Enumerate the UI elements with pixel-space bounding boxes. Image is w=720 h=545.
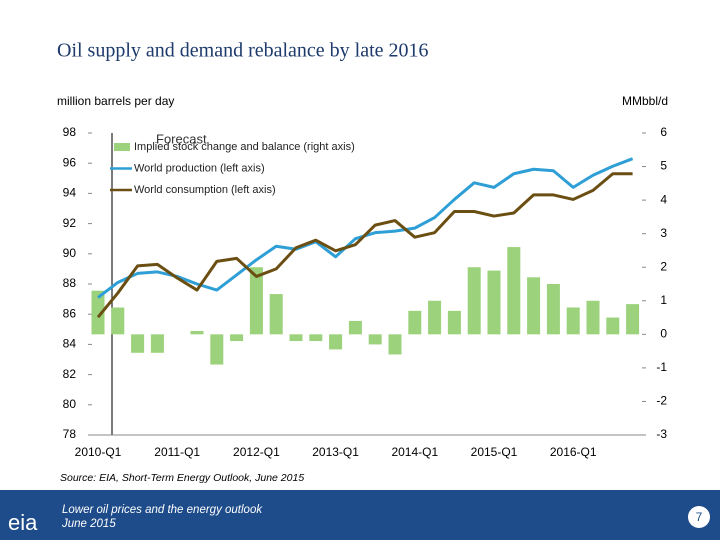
y-tick-label: 86: [63, 306, 77, 320]
bar: [428, 300, 442, 335]
y-tick-label: 88: [63, 276, 77, 290]
y2-tick-label: 2: [660, 259, 667, 273]
bar: [467, 267, 481, 335]
bar: [546, 284, 560, 335]
bar: [91, 290, 105, 335]
x-tick-label: 2010-Q1: [75, 445, 122, 459]
bar: [131, 334, 145, 353]
bar: [269, 294, 283, 335]
page-number: 7: [696, 510, 703, 524]
chart-title: Oil supply and demand rebalance by late …: [57, 40, 429, 62]
legend-swatch: [114, 143, 130, 151]
y2-tick-label: 3: [660, 226, 667, 240]
bar: [249, 267, 263, 335]
footer-subtitle: Lower oil prices and the energy outlook: [62, 504, 263, 516]
x-tick-label: 2014-Q1: [391, 445, 438, 459]
x-tick-label: 2016-Q1: [550, 445, 597, 459]
y-tick-label: 94: [63, 186, 77, 200]
y-tick-label: 80: [63, 397, 77, 411]
y2-axis-label: MMbbl/d: [622, 94, 668, 108]
y2-tick-label: 4: [660, 192, 667, 206]
bar: [566, 307, 580, 335]
page-badge: [688, 506, 710, 528]
bar: [586, 300, 600, 335]
legend-label: World production (left axis): [134, 162, 265, 174]
bar: [447, 310, 461, 335]
y2-tick-label: 5: [660, 159, 667, 173]
footer-date: June 2015: [61, 518, 116, 530]
bar: [388, 334, 402, 355]
bar: [606, 317, 620, 335]
y-tick-label: 96: [63, 155, 77, 169]
y2-tick-label: 1: [660, 293, 667, 307]
bar: [150, 334, 164, 353]
bar: [309, 334, 323, 342]
bar: [230, 334, 244, 342]
x-tick-label: 2013-Q1: [312, 445, 359, 459]
y-tick-label: 84: [63, 337, 77, 351]
bar: [408, 310, 422, 335]
bar: [190, 330, 204, 335]
bar: [348, 320, 362, 335]
y-tick-label: 98: [63, 125, 77, 139]
y2-tick-label: 6: [660, 125, 667, 139]
footer-band: [0, 490, 720, 540]
bar: [626, 304, 640, 335]
bar: [289, 334, 303, 342]
bar: [111, 307, 125, 335]
bar: [487, 270, 501, 335]
bar: [329, 334, 343, 350]
y-tick-label: 78: [63, 427, 77, 441]
y2-tick-label: -3: [656, 427, 667, 441]
y-tick-label: 90: [63, 246, 77, 260]
bar: [527, 277, 541, 335]
source: Source: EIA, Short-Term Energy Outlook, …: [60, 472, 304, 484]
line: [96, 172, 633, 319]
forecast-label: Forecast: [156, 131, 207, 146]
bar: [210, 334, 224, 365]
y-tick-label: 82: [63, 367, 77, 381]
y2-tick-label: 0: [660, 327, 667, 341]
logo: eia: [8, 510, 38, 535]
y-axis-label: million barrels per day: [57, 94, 174, 108]
y2-tick-label: -2: [656, 394, 667, 408]
x-tick-label: 2012-Q1: [233, 445, 280, 459]
line: [97, 157, 634, 299]
x-tick-label: 2015-Q1: [471, 445, 518, 459]
bar: [507, 247, 521, 335]
y2-tick-label: -1: [656, 360, 667, 374]
legend-label: Implied stock change and balance (right …: [134, 141, 355, 153]
x-tick-label: 2011-Q1: [154, 445, 200, 459]
legend-label: World consumption (left axis): [134, 184, 276, 196]
y-tick-label: 92: [63, 216, 77, 230]
bar: [368, 334, 382, 345]
